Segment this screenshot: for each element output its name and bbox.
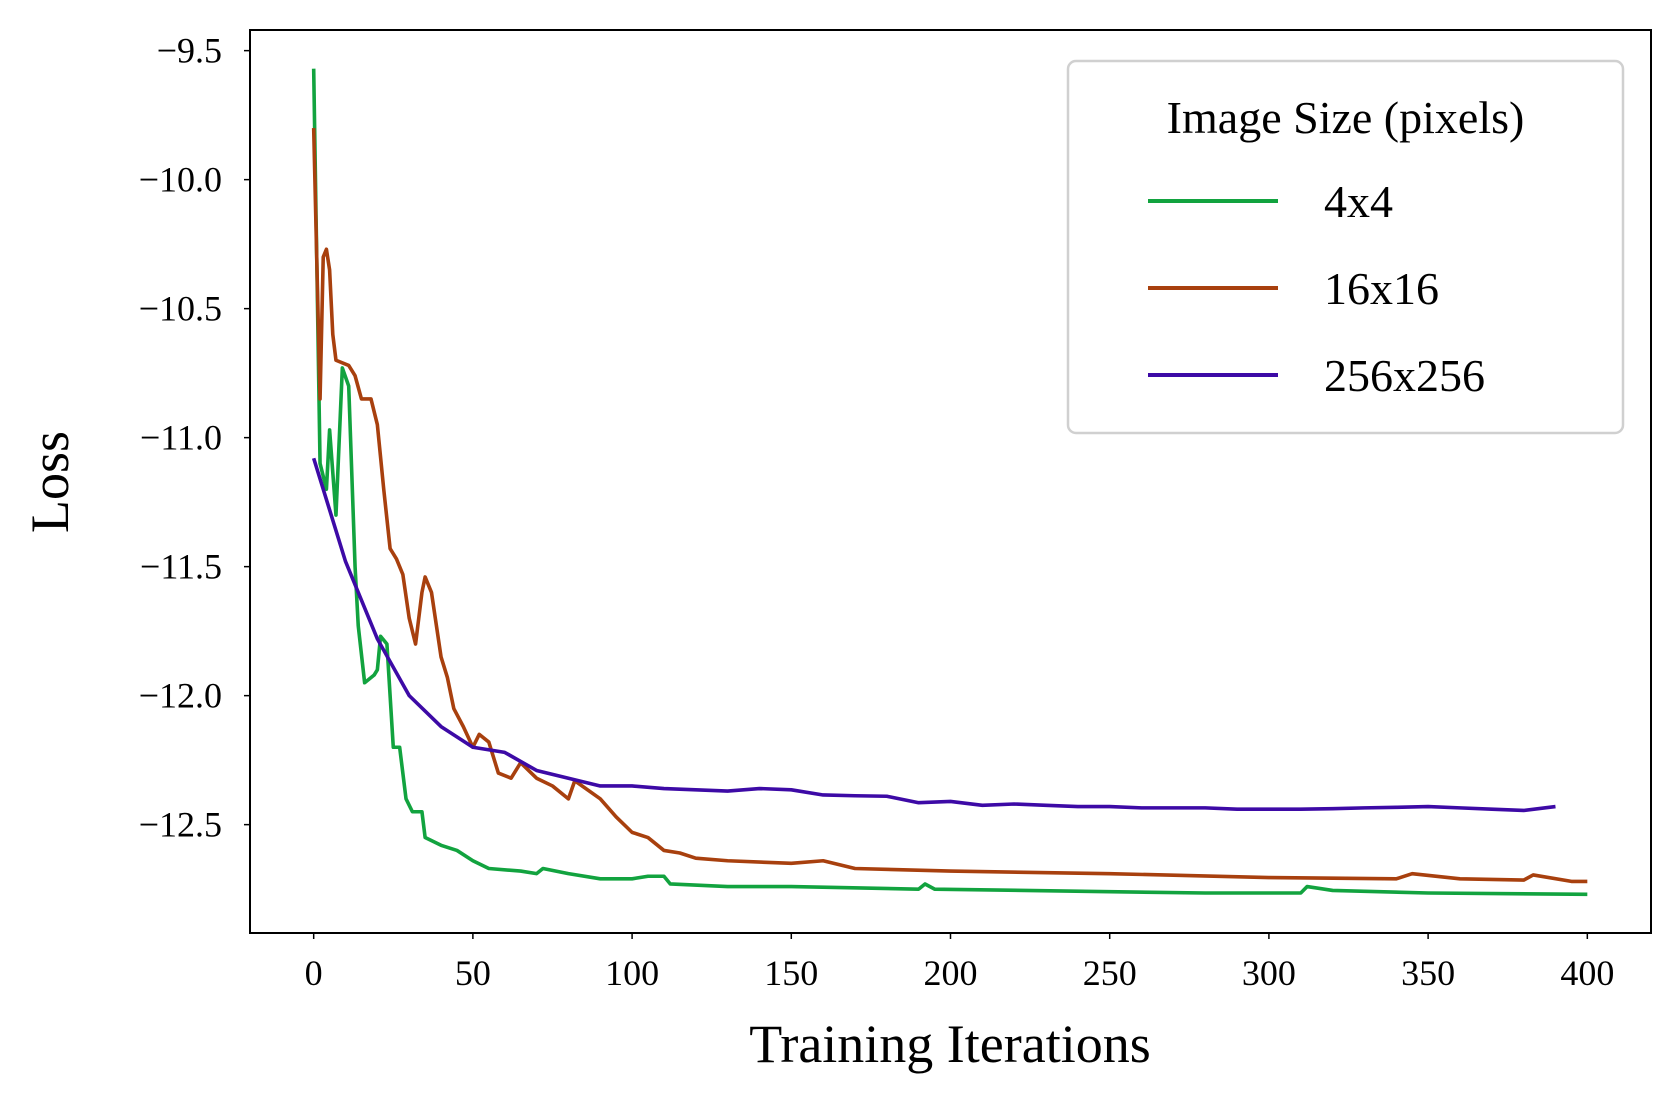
y-tick-label: −10.0 [139,160,222,200]
y-tick-label: −10.5 [139,289,222,329]
x-tick-label: 200 [924,953,978,993]
legend-label: 256x256 [1324,350,1485,401]
line-series [311,457,1556,813]
legend-label: 4x4 [1324,176,1393,227]
legend-title: Image Size (pixels) [1167,92,1525,143]
x-axis-label: Training Iterations [749,1014,1150,1074]
plot-frame [249,29,1652,934]
x-tick-label: 400 [1560,953,1614,993]
x-tick-label: 0 [305,953,323,993]
legend-box [1066,59,1625,435]
x-tick-label: 350 [1401,953,1455,993]
x-tick-label: 150 [764,953,818,993]
y-tick-label: −11.0 [140,418,222,458]
x-tick-label: 300 [1242,953,1296,993]
y-tick-label: −12.5 [139,805,222,845]
y-axis-label: Loss [20,431,80,533]
y-tick-label: −9.5 [157,31,222,71]
y-tick-label: −11.5 [140,547,222,587]
y-tick-label: −12.0 [139,676,222,716]
line-series [311,127,1588,884]
legend-label: 16x16 [1324,263,1439,314]
x-tick-label: 250 [1083,953,1137,993]
x-tick-label: 100 [605,953,659,993]
x-tick-label: 50 [455,953,491,993]
